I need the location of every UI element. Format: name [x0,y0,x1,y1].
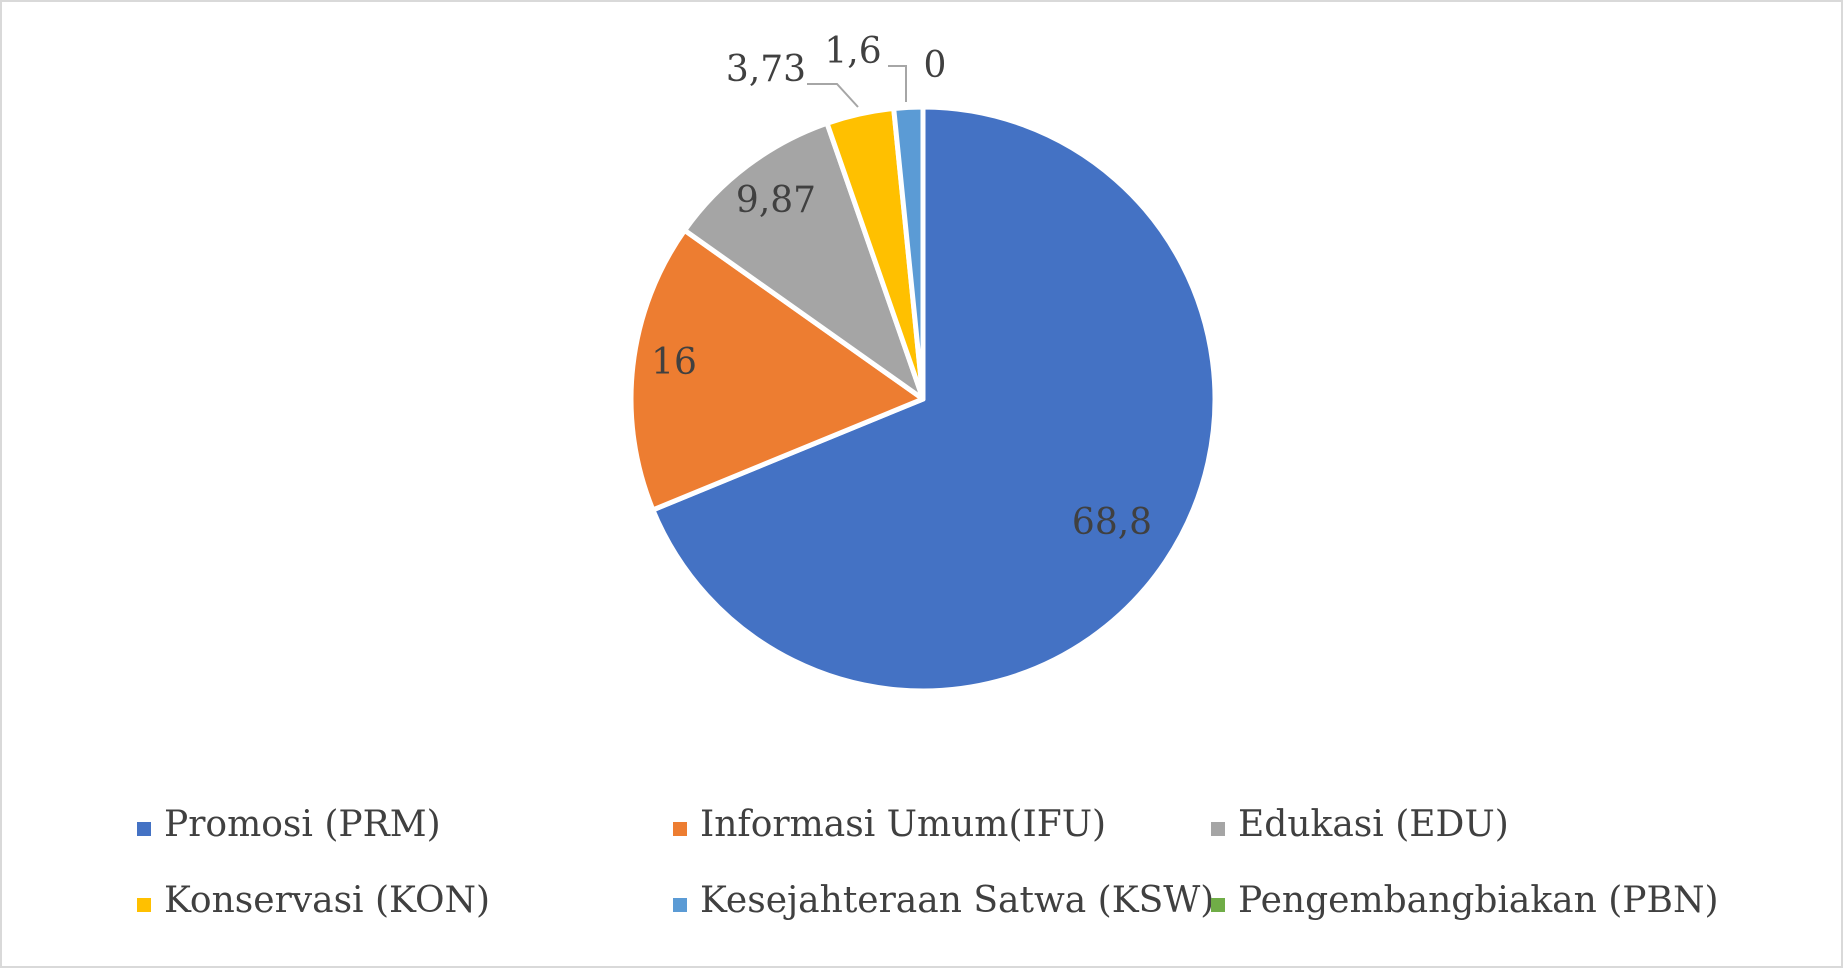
data-label-informasi-umum: 16 [651,342,697,383]
legend-label-kesejahteraan-satwa: Kesejahteraan Satwa (KSW) [700,880,1214,921]
legend-swatch-edukasi [1211,822,1225,836]
pie-slices [628,104,1218,694]
leader-line-konservasi [807,83,859,108]
legend: Promosi (PRM) Informasi Umum(IFU) Edukasi … [137,804,1719,921]
legend-label-pengembangbiakan: Pengembangbiakan (PBN) [1238,880,1719,921]
data-label-kesejahteraan-satwa: 1,6 [824,31,881,72]
pie-slice-promosi [650,104,1218,694]
pie-slice-kesejahteraan-satwa [891,104,926,402]
legend-label-konservasi: Konservasi (KON) [164,880,490,921]
leader-line-kesejahteraan-satwa [888,65,907,102]
legend-item-kesejahteraan-satwa: Kesejahteraan Satwa (KSW) [673,880,1214,921]
legend-item-informasi-umum: Informasi Umum(IFU) [673,804,1106,845]
data-label-pengembangbiakan: 0 [924,45,947,86]
legend-item-konservasi: Konservasi (KON) [137,880,490,921]
data-label-promosi: 68,8 [1072,502,1152,543]
legend-swatch-pengembangbiakan [1211,898,1225,912]
legend-swatch-kesejahteraan-satwa [673,898,687,912]
data-labels: 68,8 16 9,87 3,73 1,6 0 [651,31,1152,543]
pie-slice-informasi-umum [628,227,926,513]
legend-label-edukasi: Edukasi (EDU) [1238,804,1509,845]
legend-swatch-informasi-umum [673,822,687,836]
data-label-edukasi: 9,87 [736,180,816,221]
legend-swatch-konservasi [137,898,151,912]
legend-item-promosi: Promosi (PRM) [137,804,441,845]
legend-swatch-promosi [137,822,151,836]
pie-slice-edukasi [682,120,926,402]
legend-label-informasi-umum: Informasi Umum(IFU) [700,804,1106,845]
data-label-konservasi: 3,73 [726,49,806,90]
legend-item-pengembangbiakan: Pengembangbiakan (PBN) [1211,880,1719,921]
leader-lines [807,65,907,108]
legend-item-edukasi: Edukasi (EDU) [1211,804,1509,845]
legend-label-promosi: Promosi (PRM) [164,804,441,845]
